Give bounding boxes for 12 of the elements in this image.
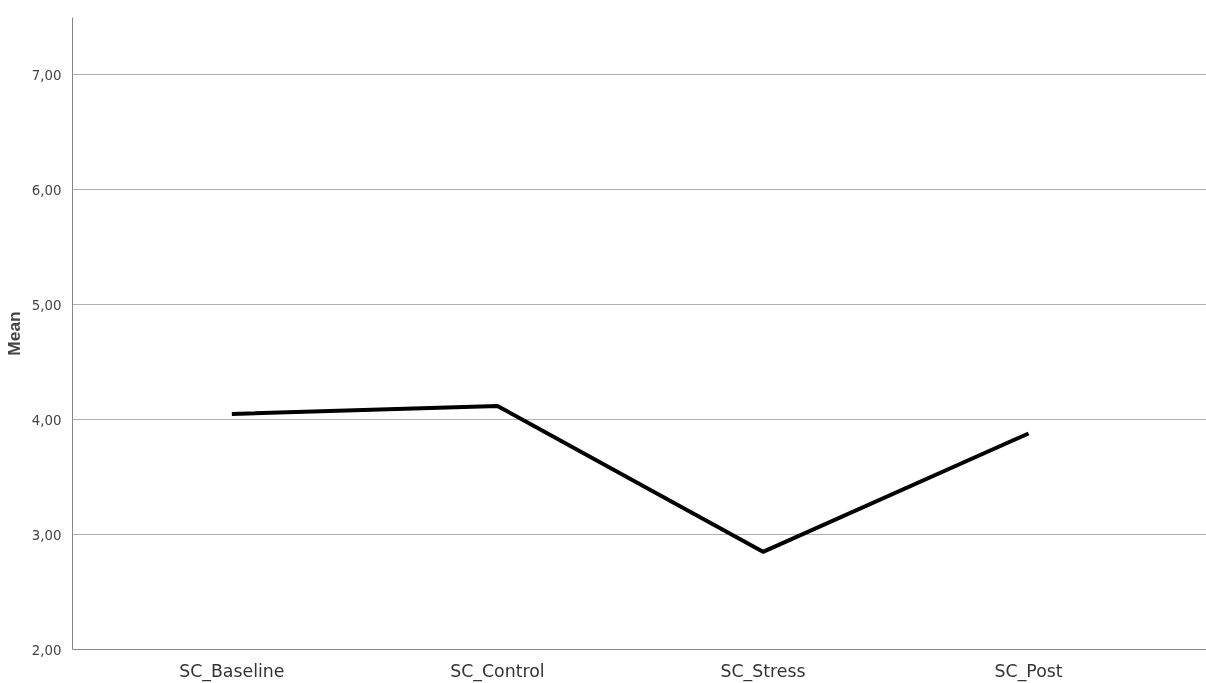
line-series	[229, 403, 1031, 554]
x-tick-label: SC_Control	[450, 660, 545, 682]
x-tick-label: SC_Stress	[720, 660, 806, 682]
y-tick-label: 5,00	[31, 297, 62, 313]
y-tick-label: 7,00	[31, 67, 62, 83]
x-tick-label: SC_Post	[994, 660, 1063, 682]
y-tick-label: 3,00	[31, 527, 62, 543]
y-tick-label: 6,00	[31, 182, 62, 198]
y-tick-label: 2,00	[31, 642, 62, 658]
y-tick-label: 4,00	[31, 412, 62, 428]
x-tick-label: SC_Baseline	[179, 660, 285, 682]
y-axis-title: Mean	[3, 311, 24, 356]
